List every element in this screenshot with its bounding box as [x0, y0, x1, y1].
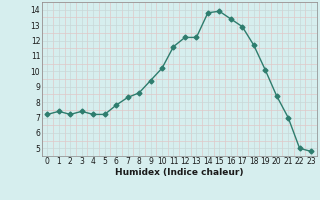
X-axis label: Humidex (Indice chaleur): Humidex (Indice chaleur) — [115, 168, 244, 177]
